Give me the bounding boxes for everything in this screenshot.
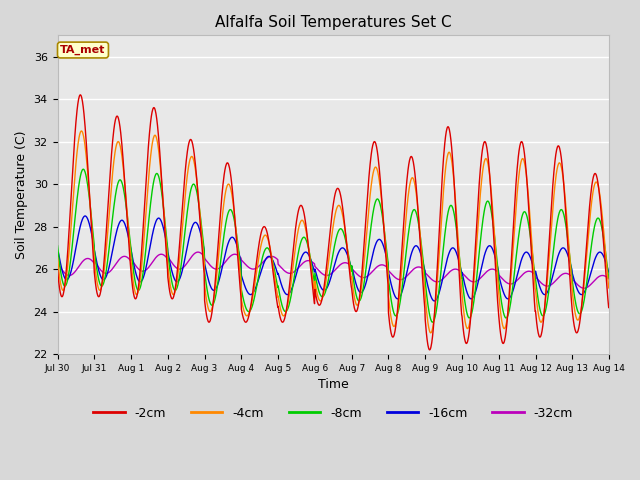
X-axis label: Time: Time (318, 378, 349, 391)
Title: Alfalfa Soil Temperatures Set C: Alfalfa Soil Temperatures Set C (215, 15, 452, 30)
Legend: -2cm, -4cm, -8cm, -16cm, -32cm: -2cm, -4cm, -8cm, -16cm, -32cm (88, 402, 578, 425)
Y-axis label: Soil Temperature (C): Soil Temperature (C) (15, 131, 28, 259)
Text: TA_met: TA_met (60, 45, 106, 55)
